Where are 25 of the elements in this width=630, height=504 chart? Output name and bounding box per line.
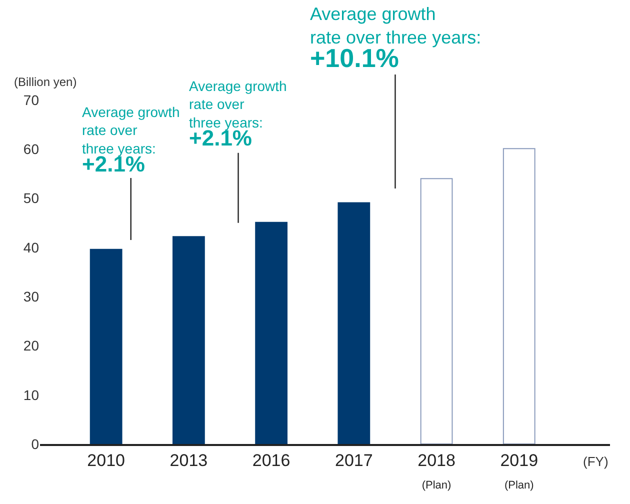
x-tick-label: 2013	[170, 451, 208, 470]
annotation: Average growth rate over three years: +2.1%	[82, 104, 180, 177]
y-tick-label: 20	[23, 338, 40, 354]
bar	[255, 222, 288, 444]
bar	[338, 202, 370, 444]
x-tick-label: 2017	[334, 451, 373, 470]
x-tick-label: 2010	[87, 451, 126, 470]
y-tick-label: 30	[23, 288, 40, 304]
x-tick-label: 2016	[252, 451, 290, 470]
x-axis-title: (FY)	[583, 454, 608, 469]
x-tick-label: 2019 (Plan)	[500, 451, 538, 492]
y-tick-label: 70	[23, 92, 40, 108]
bar	[502, 148, 536, 444]
y-tick-label: 10	[23, 386, 40, 403]
y-tick-label: 50	[23, 190, 40, 206]
y-tick-label: 40	[23, 239, 40, 256]
y-tick-label: 60	[23, 141, 40, 158]
annotation: Average growth rate over three years: +2.1%	[189, 78, 287, 151]
bar	[172, 236, 205, 444]
bar	[90, 248, 122, 444]
text: Average growth rate over three years: +10.1%	[310, 4, 482, 73]
y-tick-label: 0	[31, 436, 40, 452]
bar	[420, 178, 453, 444]
y-axis-title: (Billion yen)	[14, 75, 77, 89]
x-tick-label: 2018 (Plan)	[418, 451, 456, 492]
